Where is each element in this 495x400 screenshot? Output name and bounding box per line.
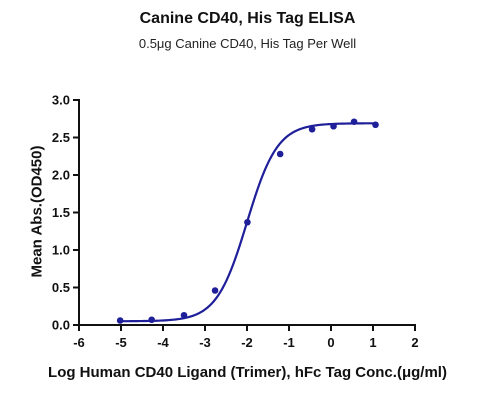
data-point <box>276 150 284 158</box>
x-tick-label: -5 <box>115 335 127 350</box>
y-tick-label: 2.0 <box>52 168 70 183</box>
x-tick-label: -4 <box>157 335 169 350</box>
y-tick-label: 0.0 <box>52 318 70 333</box>
chart-title: Canine CD40, His Tag ELISA <box>139 10 356 27</box>
x-tick-label: -3 <box>199 335 211 350</box>
x-tick-label: 0 <box>327 335 334 350</box>
y-tick-label: 0.5 <box>52 280 70 295</box>
chart-subtitle: 0.5μg Canine CD40, His Tag Per Well <box>138 36 357 51</box>
data-point <box>330 122 337 130</box>
data-point <box>308 125 316 133</box>
x-tick-label: 2 <box>411 335 418 350</box>
data-point <box>148 316 155 324</box>
x-axis-label: Log Human CD40 Ligand (Trimer), hFc Tag … <box>48 364 447 381</box>
y-tick-label: 2.5 <box>52 130 70 145</box>
data-point <box>211 287 219 294</box>
y-tick-label: 1.0 <box>52 243 70 258</box>
x-tick-label: -1 <box>283 335 295 350</box>
x-tick-label: -2 <box>241 335 253 350</box>
data-point <box>372 121 379 129</box>
data-point <box>180 311 188 319</box>
x-tick-label: 1 <box>369 335 376 350</box>
data-point <box>350 118 358 126</box>
y-tick-label: 3.0 <box>52 93 70 108</box>
data-point <box>244 218 251 226</box>
data-point <box>116 317 124 324</box>
x-tick-label: -6 <box>73 335 85 350</box>
y-tick-label: 1.5 <box>52 205 70 220</box>
